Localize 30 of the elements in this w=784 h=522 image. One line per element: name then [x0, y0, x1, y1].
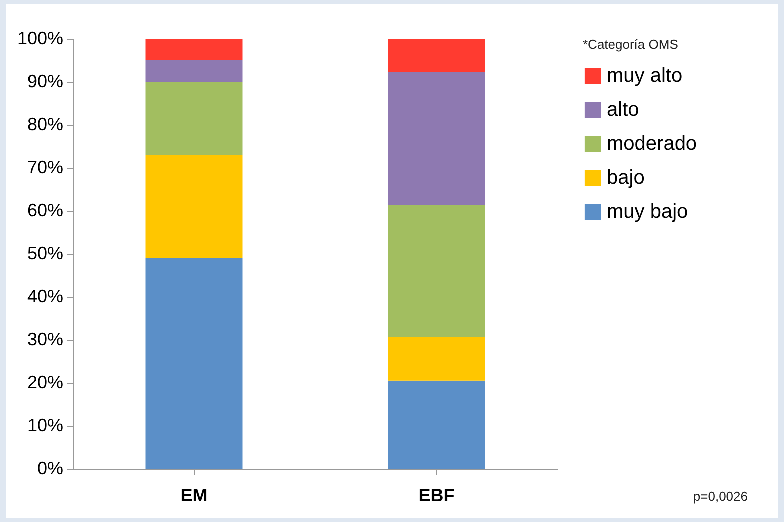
bar: [146, 60, 243, 82]
y-tick-label: 100%: [17, 28, 64, 48]
y-tick-label: 90%: [27, 72, 64, 92]
x-tick-label: EM: [180, 486, 208, 506]
legend-label: muy alto: [607, 65, 683, 87]
y-tick-label: 0%: [37, 458, 64, 478]
y-tick-label: 20%: [27, 372, 64, 392]
legend-label: alto: [607, 99, 640, 121]
legend-label: bajo: [607, 167, 645, 189]
bar: [146, 258, 243, 469]
bar: [146, 39, 243, 60]
bar: [146, 82, 243, 156]
x-tick-label: EBF: [418, 486, 455, 506]
y-tick-label: 60%: [27, 200, 64, 220]
y-tick-label: 30%: [27, 330, 64, 350]
legend-title: *Categoría OMS: [583, 37, 679, 52]
legend-label: muy bajo: [607, 201, 688, 223]
bar: [388, 204, 486, 337]
y-tick-label: 70%: [27, 158, 64, 178]
y-tick-label: 50%: [27, 244, 64, 264]
y-tick-label: 40%: [27, 286, 64, 306]
y-tick-label: 80%: [27, 114, 64, 134]
bar: [146, 155, 243, 258]
bar: [388, 380, 486, 469]
legend-label: moderado: [607, 133, 698, 155]
bar: [388, 336, 486, 381]
bar: [388, 72, 486, 205]
y-tick-label: 10%: [27, 416, 64, 436]
bar: [388, 39, 486, 72]
text: p=0,0026: [693, 489, 748, 504]
